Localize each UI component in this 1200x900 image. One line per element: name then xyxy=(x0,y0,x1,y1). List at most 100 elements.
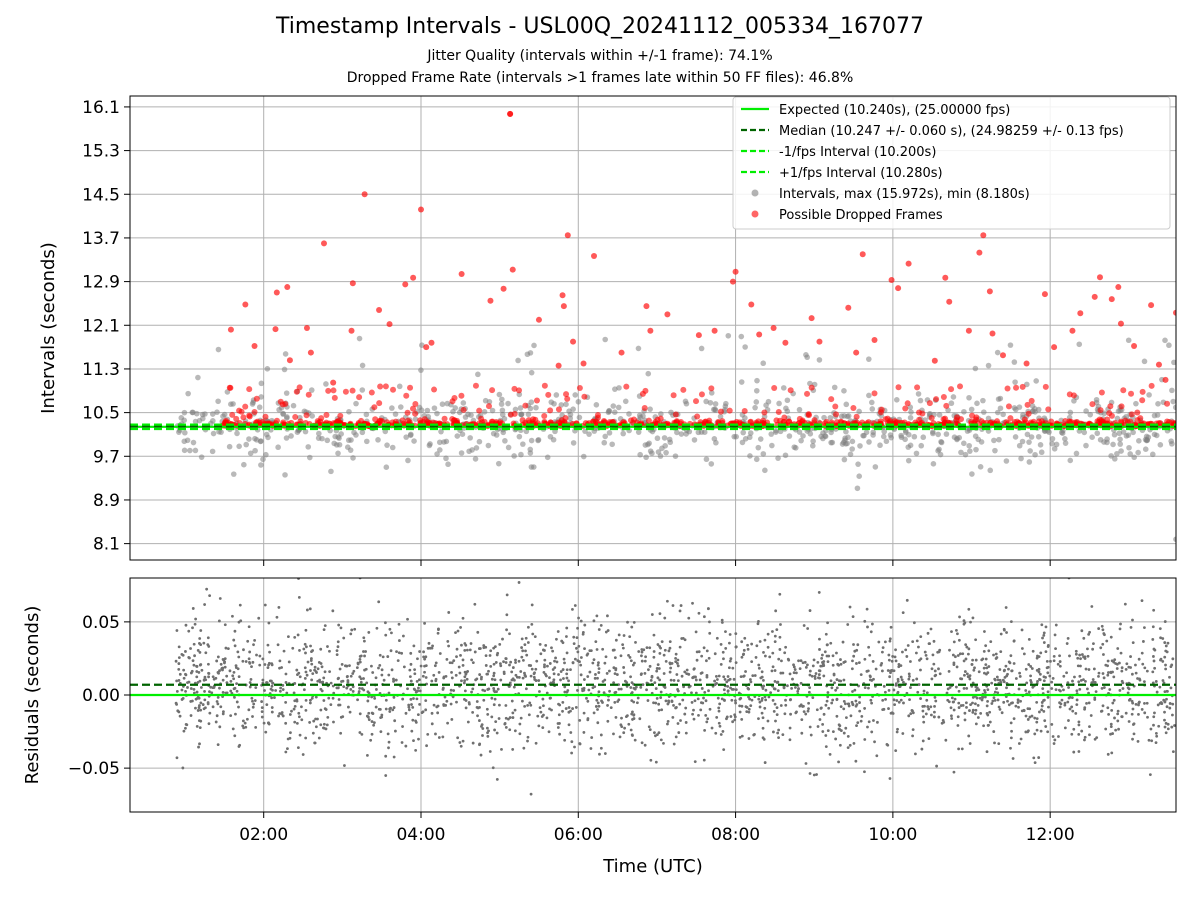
residual-point xyxy=(1025,681,1029,685)
residual-point xyxy=(761,687,765,690)
residual-point xyxy=(1007,703,1011,707)
residual-point xyxy=(252,702,256,706)
residual-point xyxy=(859,719,863,723)
residual-point xyxy=(718,702,722,706)
residual-point xyxy=(658,678,662,682)
residual-point xyxy=(603,661,607,665)
interval-point xyxy=(475,371,481,378)
residual-point xyxy=(362,677,365,680)
interval-point xyxy=(938,439,945,446)
residual-point xyxy=(196,649,200,652)
residual-point xyxy=(974,708,978,712)
residual-point xyxy=(537,724,541,728)
residual-point xyxy=(297,711,301,715)
interval-point xyxy=(738,379,745,385)
residual-point xyxy=(1136,677,1139,680)
residual-point xyxy=(705,673,709,677)
residual-point xyxy=(866,725,869,729)
residual-point xyxy=(575,646,578,650)
residual-point xyxy=(924,653,928,657)
residual-point xyxy=(1082,636,1086,640)
residual-point xyxy=(471,741,475,745)
residual-point xyxy=(508,632,511,636)
residual-point xyxy=(957,638,961,642)
residual-point xyxy=(826,621,829,625)
dropped-frame-outlier xyxy=(695,332,702,339)
residual-point xyxy=(762,678,765,682)
dropped-frame-point xyxy=(1139,397,1146,404)
residual-point xyxy=(437,736,441,739)
residual-point xyxy=(757,717,760,721)
residual-point xyxy=(596,701,600,705)
residual-point xyxy=(954,685,958,689)
interval-point xyxy=(316,430,322,437)
interval-point xyxy=(961,440,967,447)
residual-point xyxy=(1093,696,1097,700)
residual-point xyxy=(617,687,621,691)
residual-point xyxy=(669,678,673,682)
residual-point xyxy=(776,689,780,693)
residual-point xyxy=(192,687,196,691)
residual-point xyxy=(463,670,467,674)
interval-point xyxy=(198,454,205,460)
residual-point xyxy=(433,664,437,668)
residual-point xyxy=(189,687,193,690)
interval-point xyxy=(712,407,719,414)
dropped-frame-point xyxy=(1004,385,1011,392)
residual-point xyxy=(935,764,939,768)
residual-point xyxy=(400,651,404,655)
residual-point xyxy=(1043,719,1047,723)
interval-point xyxy=(807,431,814,437)
residual-point xyxy=(640,654,643,658)
residual-point xyxy=(1081,653,1084,656)
residual-point xyxy=(954,655,957,659)
residual-point xyxy=(1143,702,1146,705)
residual-point xyxy=(773,702,777,706)
residual-point xyxy=(529,674,533,678)
dropped-frame-point xyxy=(318,415,325,422)
residual-point xyxy=(606,704,609,707)
residual-point xyxy=(792,663,795,667)
residual-point xyxy=(755,644,759,648)
residual-point xyxy=(586,675,590,678)
dropped-frame-point xyxy=(227,384,234,391)
residual-point xyxy=(988,710,992,714)
residual-point xyxy=(374,705,378,709)
x-tick-label: 12:00 xyxy=(1026,825,1075,845)
residual-point xyxy=(255,653,258,657)
dropped-frame-point xyxy=(451,395,458,402)
residual-point xyxy=(271,681,275,685)
residual-point xyxy=(708,620,711,624)
residual-point xyxy=(1164,663,1167,667)
residual-point xyxy=(997,742,1001,745)
residual-point xyxy=(773,669,777,672)
residual-point xyxy=(909,712,913,716)
residual-point xyxy=(1130,672,1134,676)
residual-point xyxy=(465,648,469,652)
residual-point xyxy=(853,688,857,692)
residual-point xyxy=(763,638,767,642)
residual-point xyxy=(662,653,666,657)
residual-point xyxy=(362,639,366,643)
residual-point xyxy=(1058,705,1062,709)
interval-point xyxy=(674,429,680,436)
residual-point xyxy=(669,666,673,670)
residual-point xyxy=(917,683,921,686)
residual-point xyxy=(824,703,828,707)
dropped-frame-point xyxy=(781,414,788,421)
interval-point xyxy=(535,436,542,443)
residual-point xyxy=(309,659,313,662)
residual-point xyxy=(726,675,730,678)
residual-point xyxy=(990,681,994,685)
residual-point xyxy=(978,696,982,700)
interval-point xyxy=(636,412,643,419)
interval-point xyxy=(1020,412,1026,418)
residual-point xyxy=(596,676,599,680)
residual-point xyxy=(541,726,545,730)
residual-point xyxy=(685,672,689,676)
residual-point xyxy=(676,689,680,693)
residual-point xyxy=(279,686,283,690)
residual-point xyxy=(824,632,828,636)
interval-point xyxy=(1073,450,1080,457)
